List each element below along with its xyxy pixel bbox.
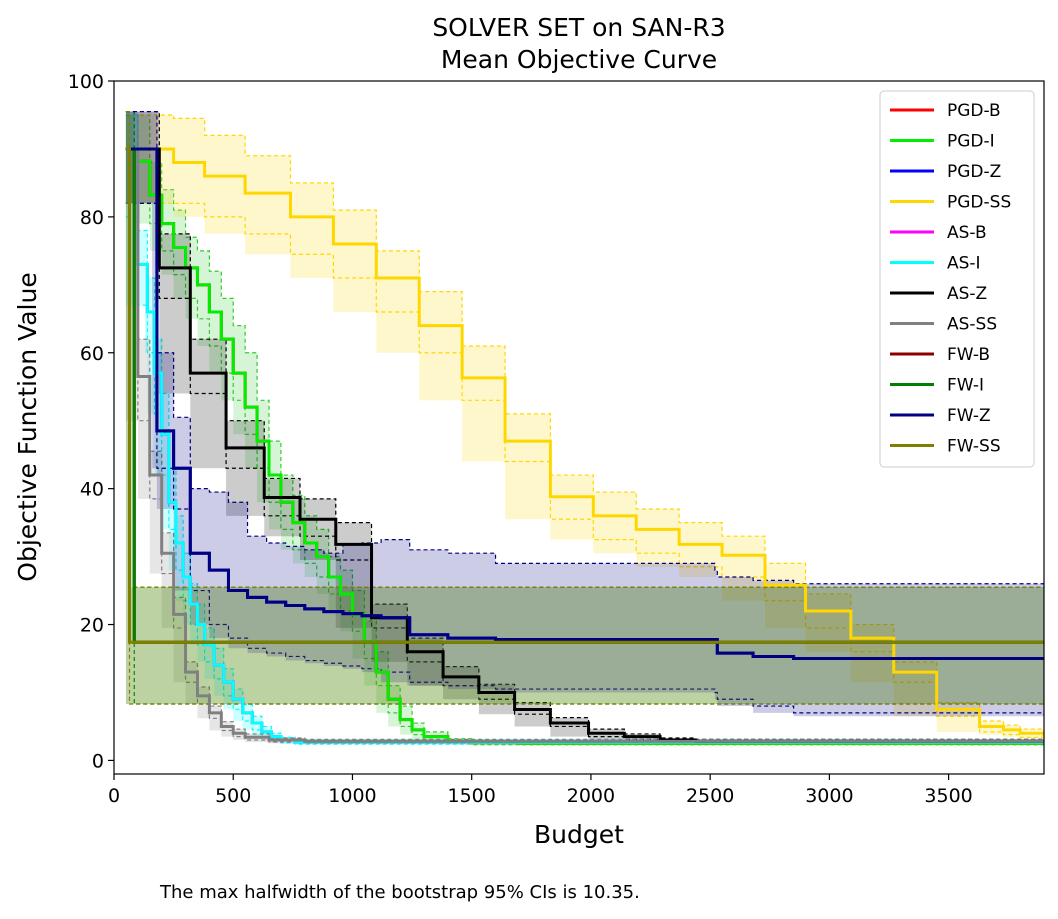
x-tick-label: 2500	[686, 785, 734, 807]
x-tick-label: 2000	[567, 785, 615, 807]
legend-label-pgd-b: PGD-B	[947, 101, 1001, 121]
x-tick-label: 3000	[805, 785, 853, 807]
ci-upper-as-ss	[125, 110, 1044, 740]
ci-band-pgd-ss	[125, 114, 1044, 739]
legend: PGD-B PGD-I PGD-Z PGD-SS AS-B AS-I AS-Z AS-SS FW…	[879, 90, 1035, 468]
ci-band-fw-i	[125, 111, 1044, 705]
x-tick-label: 1000	[328, 785, 376, 807]
series-line-pgd-ss	[125, 147, 1044, 736]
x-axis-ticks: 0 500 1000 1500 2000 2500 3000 3500	[108, 774, 973, 807]
ci-band-fw-ss	[125, 111, 1044, 705]
y-tick-label: 20	[80, 615, 104, 637]
legend-frame	[879, 90, 1035, 468]
x-tick-label: 500	[215, 785, 251, 807]
series-line-fw-z	[125, 147, 1044, 660]
legend-label-as-ss: AS-SS	[947, 315, 997, 335]
ci-lower-fw-z	[125, 202, 1044, 717]
ci-band-as-i	[125, 114, 1044, 745]
legend-label-as-b: AS-B	[947, 223, 987, 243]
legend-label-fw-i: FW-I	[947, 376, 984, 396]
legend-label-fw-z: FW-Z	[947, 406, 991, 426]
y-axis-label: Objective Function Value	[13, 272, 42, 581]
ci-upper-fw-z	[125, 110, 1044, 586]
x-tick-label: 1500	[448, 785, 496, 807]
y-tick-label: 60	[80, 343, 104, 365]
chart-title-line-1: SOLVER SET on SAN-R3	[432, 13, 725, 42]
series-line-pgd-i	[125, 147, 1044, 745]
x-tick-label: 3500	[924, 785, 972, 807]
series-line-as-z	[125, 147, 1044, 743]
ci-lower-pgd-ss	[125, 202, 1044, 739]
ci-upper-as-i	[125, 114, 1044, 741]
ci-band-fw-z	[125, 111, 1044, 717]
plot-frame	[113, 80, 1045, 775]
x-axis-label: Budget	[534, 820, 624, 849]
y-tick-label: 40	[80, 479, 104, 501]
ci-band-as-z	[125, 111, 1044, 744]
x-tick-label: 0	[108, 785, 120, 807]
legend-label-fw-b: FW-B	[947, 345, 990, 365]
legend-label-fw-ss: FW-SS	[947, 437, 1001, 457]
confidence-bands	[125, 110, 1044, 746]
legend-label-as-z: AS-Z	[947, 284, 987, 304]
y-tick-label: 100	[68, 71, 104, 93]
y-tick-label: 0	[92, 750, 104, 772]
series-line-as-i	[125, 147, 1044, 744]
y-tick-label: 80	[80, 207, 104, 229]
legend-label-pgd-ss: PGD-SS	[947, 193, 1011, 213]
legend-label-as-i: AS-I	[947, 254, 981, 274]
series-line-as-ss	[125, 147, 1044, 743]
legend-label-pgd-i: PGD-I	[947, 132, 995, 152]
chart-title-line-2: Mean Objective Curve	[441, 45, 717, 74]
ci-upper-pgd-i	[125, 114, 1044, 742]
series-line-fw-ss	[125, 147, 1044, 644]
mean-curves	[125, 147, 1044, 745]
legend-label-pgd-z: PGD-Z	[947, 162, 1001, 182]
ci-halfwidth-footnote: The max halfwidth of the bootstrap 95% C…	[160, 882, 640, 903]
ci-lower-as-ss	[125, 202, 1044, 745]
y-axis-ticks: 0 20 40 60 80 100	[68, 71, 114, 772]
